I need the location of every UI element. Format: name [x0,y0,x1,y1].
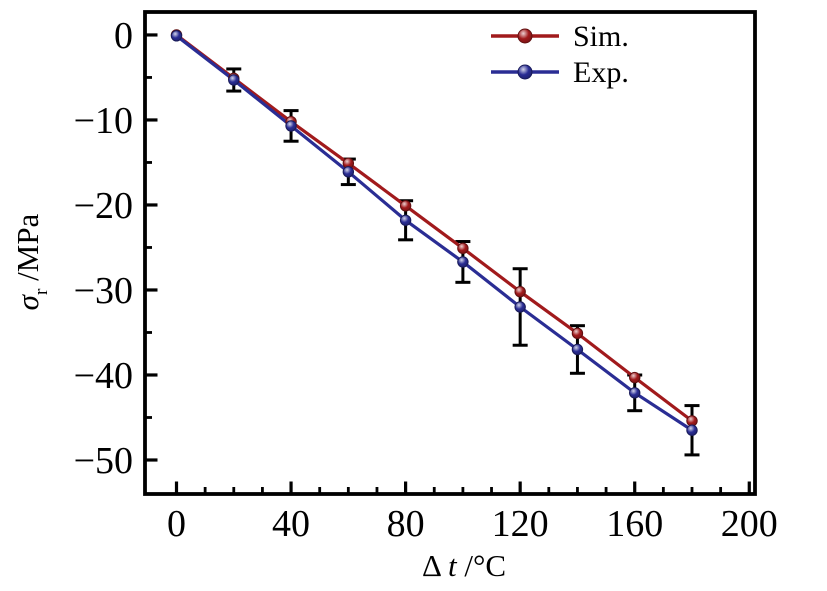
legend-marker-icon [517,64,533,80]
legend-item-sim: Sim. [491,20,629,53]
data-point-marker [514,285,526,298]
data-point-marker [629,387,641,399]
x-axis-title: Δ t /°C [422,548,506,583]
data-point-marker [399,214,412,226]
data-point-marker [399,200,412,212]
exp-series-line [174,34,694,432]
x-tick-label: 120 [492,503,549,545]
data-point-marker [571,343,584,356]
data-point-marker [342,166,355,178]
data-point-marker [514,301,526,313]
y-tick-label: 0 [114,15,133,57]
data-point-marker [457,256,469,268]
y-tick-label: −20 [74,185,133,227]
data-point-marker [686,415,698,427]
x-tick-label: 0 [167,503,186,545]
legend: Sim.Exp. [491,20,629,89]
data-point-marker [170,30,183,42]
y-axis-title: σr /MPa [10,213,52,310]
x-tick-label: 40 [272,503,310,545]
y-tick-label: −30 [74,270,133,312]
data-point-marker [629,371,641,384]
legend-label: Exp. [573,56,629,89]
data-point-marker [228,74,240,86]
y-tick-label: −50 [74,440,133,482]
data-point-marker [285,120,297,132]
axis-ticks: 0 40 80 120 160 200 0 −10 −20 −30 −40 −50 [74,15,778,545]
legend-item-exp: Exp. [491,56,629,89]
data-point-marker [457,242,469,255]
exp-series-markers [170,30,698,436]
y-tick-label: −10 [74,100,133,142]
plot-frame [143,10,757,496]
legend-marker-icon [517,28,533,44]
x-tick-label: 80 [387,503,425,545]
legend-label: Sim. [573,20,629,53]
x-tick-label: 200 [721,503,778,545]
y-tick-label: −40 [74,355,133,397]
sim-series-line [174,33,694,423]
x-tick-label: 160 [606,503,663,545]
data-point-marker [686,424,698,436]
data-point-marker [571,327,584,340]
